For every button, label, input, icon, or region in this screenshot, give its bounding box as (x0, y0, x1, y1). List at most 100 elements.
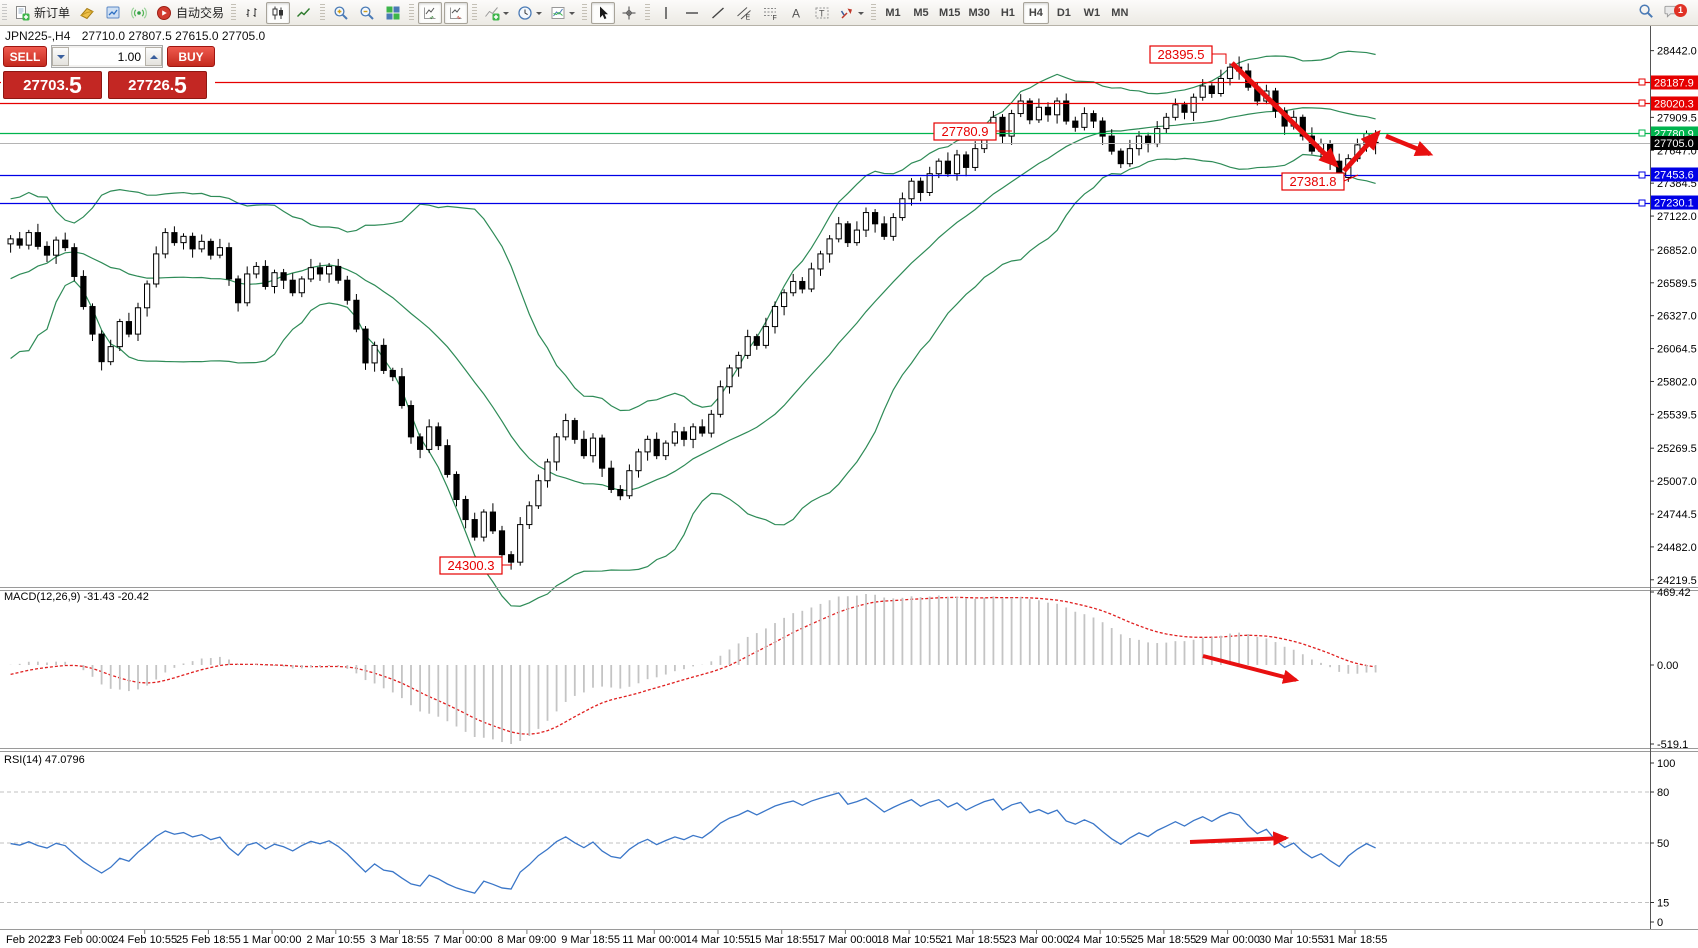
horizontal-line-button[interactable] (680, 2, 704, 24)
text-button[interactable]: A (784, 2, 808, 24)
signals-button[interactable] (127, 2, 151, 24)
timeframe-mn-button[interactable]: MN (1107, 2, 1133, 24)
sell-button[interactable]: SELL (3, 46, 47, 67)
trend-arrow[interactable] (1202, 654, 1300, 684)
templates-button[interactable] (547, 2, 578, 24)
market-watch-button[interactable] (101, 2, 125, 24)
svg-text:27453.6: 27453.6 (1654, 170, 1694, 182)
vertical-line-button[interactable] (654, 2, 678, 24)
timeframe-m15-button[interactable]: M15 (936, 2, 963, 24)
svg-text:2 Mar 10:55: 2 Mar 10:55 (306, 934, 365, 946)
svg-text:25802.0: 25802.0 (1657, 376, 1697, 388)
chat-button[interactable]: 1 (1660, 2, 1687, 24)
trend-arrow[interactable] (1230, 61, 1339, 168)
svg-text:469.42: 469.42 (1657, 587, 1691, 599)
trend-arrow[interactable] (1385, 133, 1434, 157)
line-anchor-marker[interactable] (1638, 199, 1646, 207)
symbol-info: JPN225-,H4 27710.0 27807.5 27615.0 27705… (5, 29, 265, 43)
volume-decrease-button[interactable] (52, 47, 69, 66)
candlestick-chart-button[interactable] (266, 1, 291, 24)
price-annotation-box[interactable] (1149, 45, 1213, 64)
timeframe-m30-button[interactable]: M30 (965, 2, 992, 24)
hline-icon (684, 5, 700, 21)
crosshair-button[interactable] (617, 2, 641, 24)
svg-text:24 Mar 10:55: 24 Mar 10:55 (1068, 934, 1133, 946)
price-axis[interactable]: 28442.027909.527647.027384.527122.026852… (1650, 46, 1698, 587)
search-button[interactable] (1634, 2, 1658, 24)
chart-shift-button[interactable] (444, 1, 469, 24)
line-anchor-marker[interactable] (1638, 171, 1646, 179)
svg-text:28187.9: 28187.9 (1654, 77, 1694, 89)
new-order-button[interactable]: 新订单 (11, 2, 73, 24)
svg-text:80: 80 (1657, 787, 1669, 799)
svg-text:25269.5: 25269.5 (1657, 443, 1697, 455)
svg-text:1 Mar 00:00: 1 Mar 00:00 (243, 934, 302, 946)
volume-increase-button[interactable] (145, 47, 162, 66)
trendline-button[interactable] (706, 2, 730, 24)
timeframe-d1-button[interactable]: D1 (1051, 2, 1077, 24)
toolbar-grip[interactable] (2, 3, 7, 22)
buy-price[interactable]: 27726. 5 (108, 71, 207, 99)
timeframe-m5-button[interactable]: M5 (908, 2, 934, 24)
svg-text:26589.5: 26589.5 (1657, 278, 1697, 290)
price-annotation-box[interactable] (1281, 172, 1345, 191)
svg-text:7 Mar 00:00: 7 Mar 00:00 (434, 934, 493, 946)
candles-icon (270, 5, 286, 21)
trend-arrow[interactable] (1342, 130, 1381, 173)
periods-button[interactable] (514, 2, 545, 24)
svg-text:9 Mar 18:55: 9 Mar 18:55 (561, 934, 620, 946)
svg-text:25539.5: 25539.5 (1657, 409, 1697, 421)
svg-text:26064.5: 26064.5 (1657, 344, 1697, 356)
zoom-in-button[interactable] (329, 2, 353, 24)
macd-label: MACD(12,26,9) -31.43 -20.42 (4, 591, 149, 603)
timeframe-h1-button[interactable]: H1 (995, 2, 1021, 24)
svg-text:27230.1: 27230.1 (1654, 198, 1694, 210)
svg-text:Feb 2022: Feb 2022 (6, 934, 52, 946)
autotrading-icon (156, 5, 172, 21)
price-annotation-box[interactable] (933, 122, 997, 141)
line-chart-button[interactable] (292, 2, 316, 24)
arrow-objects-button[interactable] (836, 2, 867, 24)
text-label-button[interactable]: T (810, 2, 834, 24)
mql-community-button[interactable] (75, 2, 99, 24)
price-annotation-text: 27381.8 (1290, 174, 1337, 189)
equidistant-channel-button[interactable]: E (732, 2, 756, 24)
svg-text:18 Mar 10:55: 18 Mar 10:55 (877, 934, 942, 946)
price-annotations[interactable]: 28395.5 27780.9 27381.8 24300.3 (439, 45, 1359, 575)
svg-text:11 Mar 00:00: 11 Mar 00:00 (622, 934, 686, 946)
line-anchor-marker[interactable] (1638, 78, 1646, 86)
toolbar-separator (582, 3, 588, 22)
trend-arrow[interactable] (1189, 831, 1290, 846)
cursor-button[interactable] (591, 1, 616, 24)
timeframe-h4-button[interactable]: H4 (1022, 1, 1049, 24)
svg-text:-519.1: -519.1 (1657, 739, 1688, 751)
chevron-down-icon (858, 12, 865, 18)
tile-windows-button[interactable] (381, 2, 405, 24)
timeframe-w1-button[interactable]: W1 (1079, 2, 1105, 24)
bar-chart-button[interactable] (240, 2, 264, 24)
toolbar-separator (409, 3, 415, 22)
sell-price[interactable]: 27703. 5 (3, 71, 102, 99)
macd-signal-line (10, 596, 1376, 735)
bollinger-lower-band (10, 153, 1376, 607)
volume-input[interactable] (69, 48, 145, 65)
chevron-down-icon (56, 54, 65, 63)
price-annotation-box[interactable] (439, 556, 503, 575)
toolbar-separator (645, 3, 651, 22)
volume-spinner (51, 45, 163, 68)
line-anchor-marker[interactable] (1638, 99, 1646, 107)
indicators-button[interactable] (481, 2, 512, 24)
line-anchor-marker[interactable] (1638, 129, 1646, 137)
timeframe-m1-button[interactable]: M1 (880, 2, 906, 24)
auto-scroll-button[interactable] (418, 1, 443, 24)
zoom-out-button[interactable] (355, 2, 379, 24)
svg-text:24482.0: 24482.0 (1657, 542, 1697, 554)
buy-button[interactable]: BUY (167, 46, 215, 67)
fibonacci-button[interactable]: F (758, 2, 782, 24)
trend-arrows[interactable] (1189, 61, 1434, 846)
price-badge (1651, 136, 1698, 150)
autotrading-button[interactable]: 自动交易 (153, 2, 227, 24)
svg-text:A: A (792, 6, 800, 20)
